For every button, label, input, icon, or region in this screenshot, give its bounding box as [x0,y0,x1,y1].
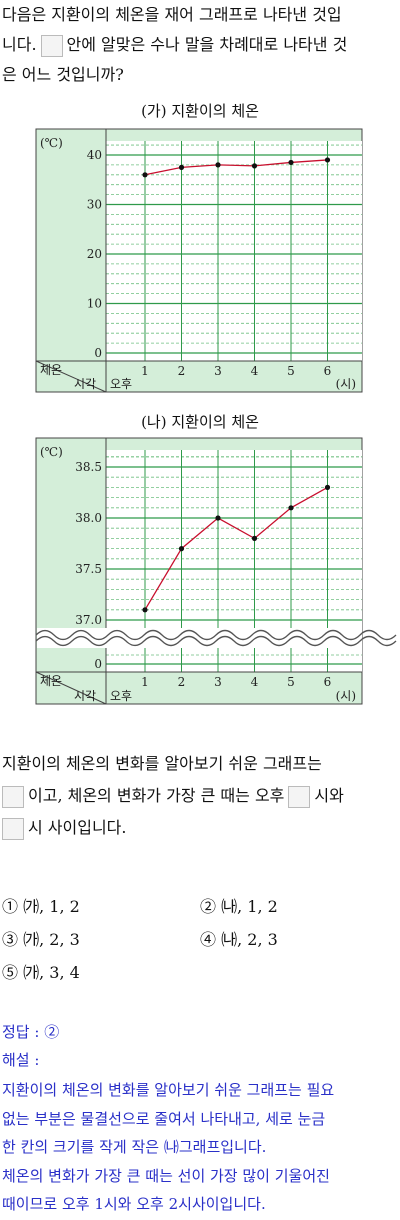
y-tick-label: 37.0 [75,613,102,627]
x-unit-label: (시) [336,689,356,703]
wave-break-line [35,635,397,647]
data-point [178,546,185,552]
data-point [288,159,294,166]
solution-line: 지환이의 체온의 변화를 알아보기 쉬운 그래프는 필요 [2,1081,335,1099]
x-tick-label: 2 [178,364,186,378]
answer-blank-box [40,34,63,57]
x-tick-label: 5 [287,364,295,378]
data-point [251,535,258,541]
fill-text: 지환이의 체온의 변화를 알아보기 쉬운 그래프는 이고, 체온의 변화가 가장… [2,748,398,844]
fill-line-2: 이고, 체온의 변화가 가장 큰 때는 오후 시와 [2,780,398,812]
series-line [144,159,328,176]
y-tick-label: 0 [94,657,102,671]
x-unit-label: (시) [336,377,356,391]
y-unit-label: (℃) [40,445,63,459]
question-text: 다음은 지환이의 체온을 재어 그래프로 나타낸 것입 니다. 안에 알맞은 수나… [2,0,398,90]
y-tick-label: 37.5 [75,562,102,576]
data-point [215,515,221,521]
row-label: 체온 [40,674,62,688]
y-tick-label: 38.0 [75,511,102,525]
fill-blank-2 [288,785,311,808]
y-tick-label: 40 [87,148,102,162]
series-line [144,486,328,611]
solution-heading: 해설 : [2,1051,40,1069]
time-prefix: 오후 [110,689,132,703]
x-tick-label: 6 [324,675,332,689]
x-tick-label: 5 [287,675,295,689]
x-tick-label: 4 [251,364,259,378]
solution-line: 체온의 변화가 가장 큰 때는 선이 가장 많이 기울어진 [2,1166,330,1185]
y-tick-label: 0 [94,346,102,360]
question-line-1: 다음은 지환이의 체온을 재어 그래프로 나타낸 것입 [2,5,342,24]
table-diagonal [35,360,107,393]
data-point [324,157,331,163]
solution: 정답 : ② 해설 : [2,1018,398,1074]
plot-area [106,141,362,361]
option-1[interactable]: ① ㈎, 1, 2 [2,897,80,916]
option-2[interactable]: ② ㈏, 1, 2 [200,897,278,916]
option-3[interactable]: ③ ㈎, 2, 3 [2,930,80,949]
y-tick-label: 38.5 [75,460,102,474]
data-point [142,172,148,178]
data-point [215,162,221,168]
data-point [178,164,185,170]
option-4[interactable]: ④ ㈏, 2, 3 [200,930,278,949]
fill-blank-3 [2,817,24,840]
break-gap [37,628,361,648]
chart-b-title: (나) 지환이의 체온 [141,413,259,431]
option-5[interactable]: ⑤ ㈎, 3, 4 [2,963,80,982]
x-tick-label: 1 [141,364,149,378]
solution-line: 한 칸의 크기를 작게 작은 ㈏그래프입니다. [2,1138,267,1156]
x-tick-label: 6 [324,364,332,378]
data-point [251,163,258,169]
fill-line-1: 지환이의 체온의 변화를 알아보기 쉬운 그래프는 [2,754,322,773]
x-tick-label: 3 [214,675,222,689]
x-tick-label: 3 [214,364,222,378]
y-tick-label: 30 [87,198,102,212]
wave-break-line [35,629,397,641]
y-unit-label: (℃) [40,136,63,150]
col-label: 시각 [74,377,96,391]
y-tick-label: 10 [87,297,102,311]
solution-body: 지환이의 체온의 변화를 알아보기 쉬운 그래프는 필요 없는 부분은 물결선으… [2,1076,398,1219]
fill-line-3: 시 사이입니다. [2,812,398,844]
solution-line: 때이므로 오후 1시와 오후 2시사이입니다. [2,1195,266,1213]
col-label: 시각 [74,689,96,703]
x-tick-label: 4 [251,675,259,689]
data-point [142,607,148,613]
table-diagonal [35,671,107,705]
y-tick-label: 20 [87,247,102,261]
solution-line: 없는 부분은 물결선으로 줄여서 나타내고, 세로 눈금 [2,1109,326,1128]
fill-blank-1 [2,785,24,808]
x-tick-label: 2 [178,675,186,689]
time-prefix: 오후 [110,377,132,391]
question-line-3: 은 어느 것입니까? [2,65,124,84]
row-label: 체온 [40,363,62,377]
chart-a-title: (가) 지환이의 체온 [141,102,259,120]
solution-answer: 정답 : ② [2,1023,60,1041]
data-point [324,484,331,490]
x-tick-label: 1 [141,675,149,689]
question-line-2: 니다. 안에 알맞은 수나 말을 차례대로 나타낸 것 [2,30,398,60]
data-point [288,505,294,511]
